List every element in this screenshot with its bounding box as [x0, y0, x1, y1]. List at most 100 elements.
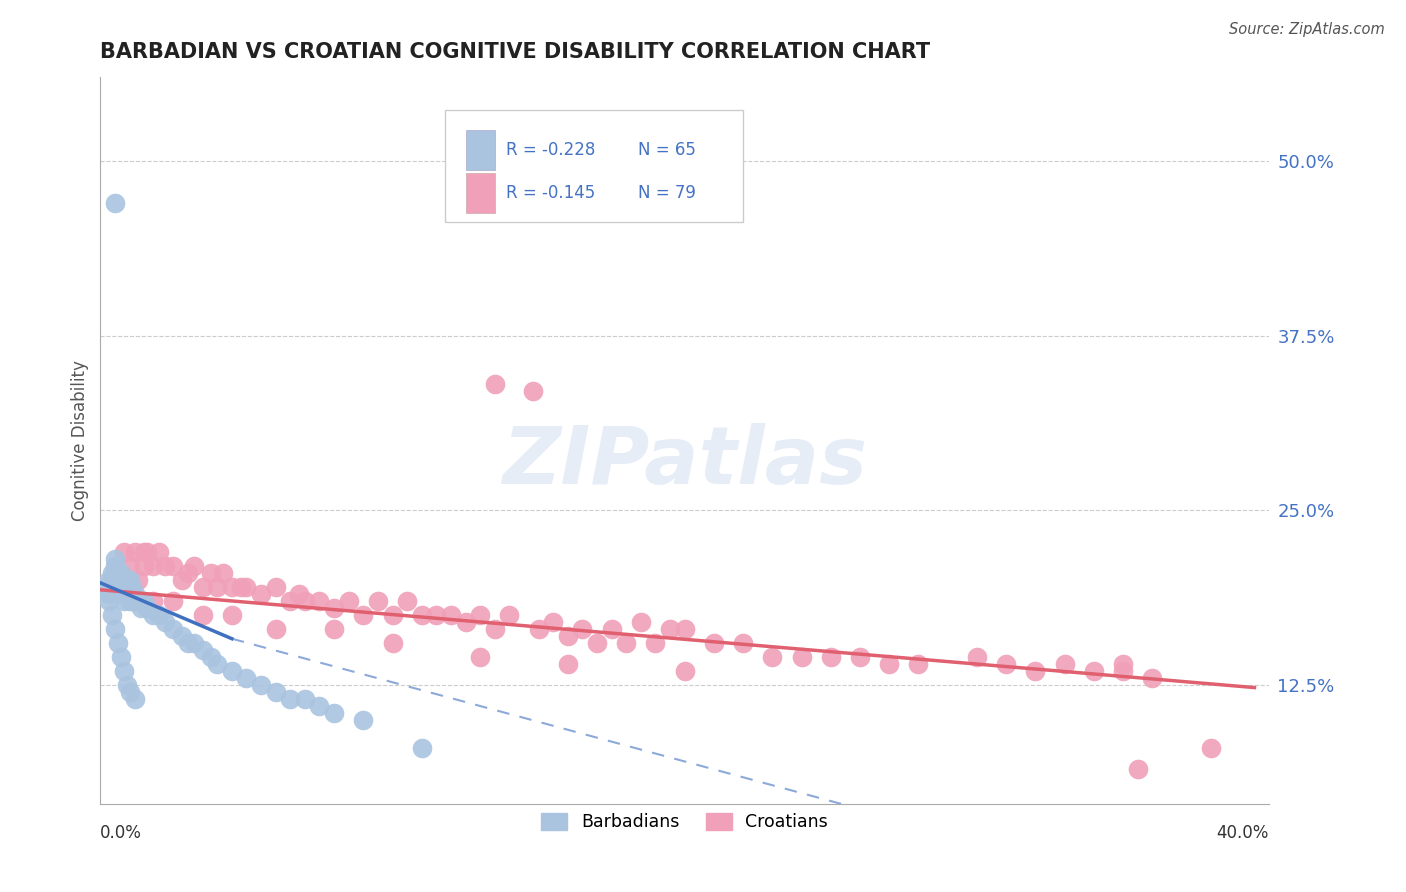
Point: [115, 573, 138, 587]
Point: [221, 607, 243, 622]
Point: [127, 573, 149, 587]
Point: [557, 629, 579, 643]
Point: [308, 698, 330, 713]
Point: [235, 671, 257, 685]
Point: [191, 580, 214, 594]
Point: [107, 566, 129, 580]
Point: [229, 580, 252, 594]
Point: [673, 664, 696, 678]
Point: [264, 685, 287, 699]
Point: [101, 580, 124, 594]
Point: [820, 649, 842, 664]
Legend: Barbadians, Croatians: Barbadians, Croatians: [534, 805, 835, 838]
Point: [98, 573, 121, 587]
Point: [288, 587, 311, 601]
Point: [278, 594, 301, 608]
Point: [115, 580, 138, 594]
Point: [118, 559, 141, 574]
Point: [308, 594, 330, 608]
Point: [177, 636, 200, 650]
Point: [104, 195, 127, 210]
Point: [790, 649, 813, 664]
Point: [557, 657, 579, 671]
Point: [411, 740, 433, 755]
Point: [118, 594, 141, 608]
Point: [134, 545, 156, 559]
Text: Source: ZipAtlas.com: Source: ZipAtlas.com: [1229, 22, 1385, 37]
Point: [104, 573, 127, 587]
Point: [107, 636, 129, 650]
Point: [1083, 664, 1105, 678]
Point: [586, 636, 609, 650]
Point: [966, 649, 988, 664]
Point: [183, 559, 205, 574]
Point: [1112, 657, 1135, 671]
FancyBboxPatch shape: [446, 110, 744, 222]
Point: [110, 573, 132, 587]
Point: [96, 580, 118, 594]
Point: [112, 580, 135, 594]
Point: [121, 594, 143, 608]
Point: [264, 580, 287, 594]
Point: [250, 587, 273, 601]
Point: [112, 594, 135, 608]
Point: [124, 545, 146, 559]
Point: [142, 559, 165, 574]
Point: [484, 622, 506, 636]
Point: [849, 649, 872, 664]
Point: [104, 580, 127, 594]
Point: [98, 594, 121, 608]
Point: [1112, 664, 1135, 678]
Point: [191, 607, 214, 622]
Point: [112, 545, 135, 559]
Point: [337, 594, 360, 608]
Point: [98, 580, 121, 594]
Bar: [467, 173, 495, 213]
Point: [250, 678, 273, 692]
Point: [212, 566, 235, 580]
Point: [115, 678, 138, 692]
Point: [134, 594, 156, 608]
Point: [659, 622, 682, 636]
Point: [425, 607, 447, 622]
Point: [104, 622, 127, 636]
Point: [673, 622, 696, 636]
Point: [1140, 671, 1163, 685]
Point: [522, 384, 544, 399]
Point: [200, 566, 222, 580]
Text: BARBADIAN VS CROATIAN COGNITIVE DISABILITY CORRELATION CHART: BARBADIAN VS CROATIAN COGNITIVE DISABILI…: [100, 42, 931, 62]
Point: [101, 566, 124, 580]
Point: [121, 580, 143, 594]
Point: [110, 649, 132, 664]
Point: [1126, 762, 1149, 776]
Bar: [467, 130, 495, 169]
Point: [498, 607, 520, 622]
Point: [142, 607, 165, 622]
Point: [367, 594, 389, 608]
Point: [118, 685, 141, 699]
Point: [221, 580, 243, 594]
Point: [352, 713, 374, 727]
Point: [703, 636, 725, 650]
Point: [644, 636, 666, 650]
Point: [104, 559, 127, 574]
Point: [323, 601, 346, 615]
Point: [118, 580, 141, 594]
Point: [148, 607, 170, 622]
Point: [733, 636, 755, 650]
Point: [98, 587, 121, 601]
Point: [127, 594, 149, 608]
Point: [294, 691, 316, 706]
Point: [110, 566, 132, 580]
Point: [101, 607, 124, 622]
Point: [162, 594, 184, 608]
Point: [183, 636, 205, 650]
Point: [205, 580, 228, 594]
Point: [411, 607, 433, 622]
Point: [221, 664, 243, 678]
Point: [118, 573, 141, 587]
Point: [124, 691, 146, 706]
Text: 40.0%: 40.0%: [1216, 824, 1270, 842]
Point: [571, 622, 593, 636]
Point: [142, 594, 165, 608]
